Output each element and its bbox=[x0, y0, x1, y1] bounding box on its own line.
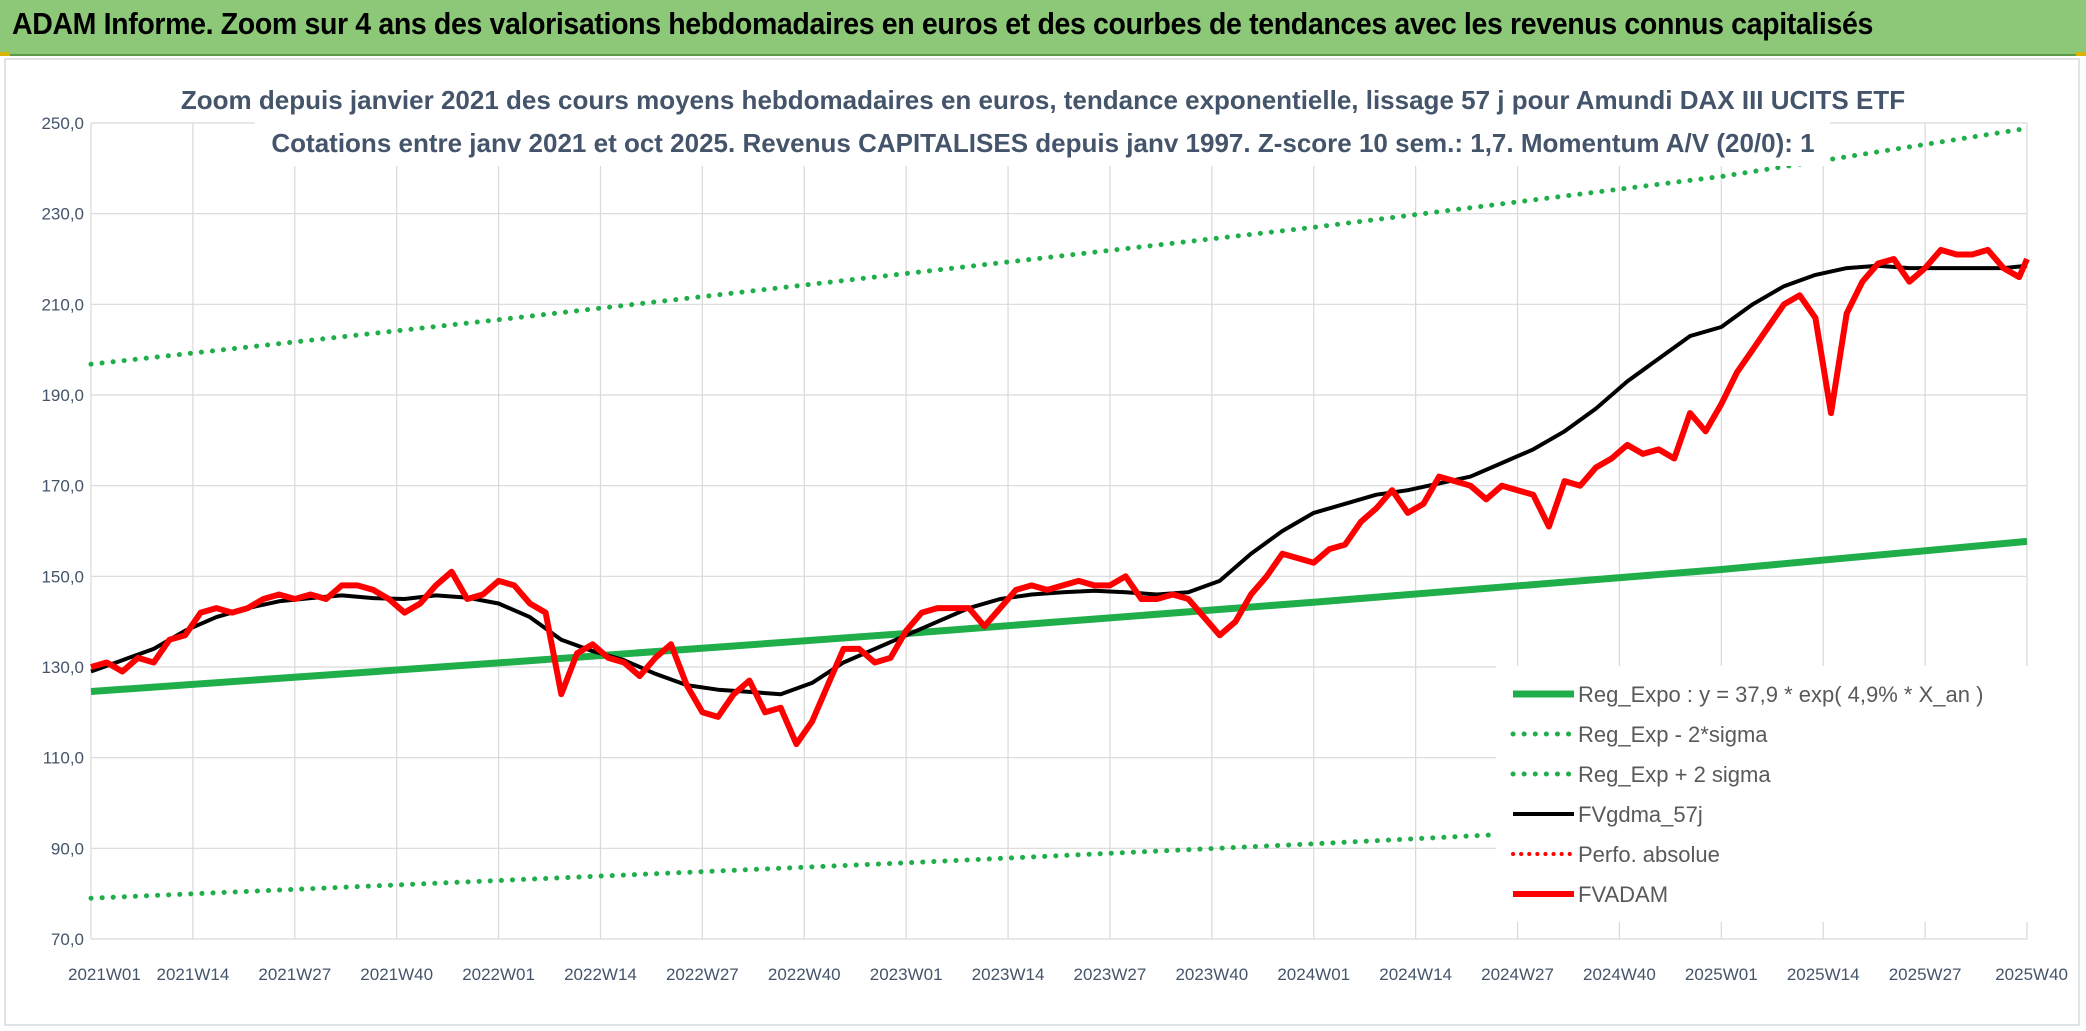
accent-bar-left bbox=[0, 52, 10, 56]
legend-label: Reg_Exp - 2*sigma bbox=[1578, 722, 1768, 747]
y-tick-label: 130,0 bbox=[41, 658, 84, 677]
legend-label: Reg_Exp + 2 sigma bbox=[1578, 762, 1771, 787]
x-tick-label: 2022W27 bbox=[666, 965, 739, 984]
banner-title: ADAM Informe. Zoom sur 4 ans des valoris… bbox=[12, 6, 1873, 41]
legend-background bbox=[1496, 666, 2056, 922]
legend-label: FVADAM bbox=[1578, 882, 1668, 907]
x-tick-label: 2023W01 bbox=[870, 965, 943, 984]
x-tick-label: 2024W27 bbox=[1481, 965, 1554, 984]
chart-subtitle: Cotations entre janv 2021 et oct 2025. R… bbox=[271, 128, 1814, 158]
grid-lines bbox=[90, 122, 2028, 940]
series-reg-exp bbox=[88, 125, 2030, 367]
x-tick-label: 2021W40 bbox=[360, 965, 433, 984]
y-tick-label: 230,0 bbox=[41, 205, 84, 224]
x-tick-label: 2022W14 bbox=[564, 965, 637, 984]
y-tick-label: 110,0 bbox=[43, 749, 84, 768]
x-tick-label: 2021W27 bbox=[258, 965, 331, 984]
x-tick-label: 2023W40 bbox=[1175, 965, 1248, 984]
y-axis-ticks: 250,0 230,0 210,0 190,0 170,0 150,0 130,0 110,0… bbox=[41, 114, 84, 949]
series-fvgdma-57j bbox=[90, 263, 2028, 697]
x-tick-label: 2024W40 bbox=[1583, 965, 1656, 984]
legend-label: Perfo. absolue bbox=[1578, 842, 1720, 867]
x-tick-label: 2025W14 bbox=[1787, 965, 1860, 984]
series-reg-expo bbox=[90, 537, 2028, 695]
accent-bar-right bbox=[2076, 52, 2086, 56]
series-layer bbox=[88, 125, 2030, 901]
x-tick-label: 2021W01 bbox=[68, 965, 141, 984]
y-tick-label: 250,0 bbox=[41, 114, 84, 133]
x-tick-label: 2023W27 bbox=[1074, 965, 1147, 984]
legend-label: FVgdma_57j bbox=[1578, 802, 1703, 827]
chart-title: Zoom depuis janvier 2021 des cours moyen… bbox=[181, 85, 1905, 115]
series-reg-exp bbox=[88, 801, 2030, 901]
x-tick-label: 2024W01 bbox=[1277, 965, 1350, 984]
y-tick-label: 210,0 bbox=[41, 295, 84, 314]
legend-label: Reg_Expo : y = 37,9 * exp( 4,9% * X_an ) bbox=[1578, 682, 1983, 707]
title-background bbox=[255, 84, 1830, 166]
x-tick-label: 2022W40 bbox=[768, 965, 841, 984]
y-tick-label: 170,0 bbox=[41, 477, 84, 496]
report-banner: ADAM Informe. Zoom sur 4 ans des valoris… bbox=[0, 0, 2086, 56]
x-tick-label: 2025W01 bbox=[1685, 965, 1758, 984]
y-tick-label: 190,0 bbox=[41, 386, 84, 405]
y-tick-label: 90,0 bbox=[51, 839, 84, 858]
series-fvadam bbox=[90, 246, 2030, 748]
legend: Reg_Expo : y = 37,9 * exp( 4,9% * X_an )… bbox=[1510, 682, 1983, 907]
x-tick-label: 2025W40 bbox=[1995, 965, 2068, 984]
x-tick-label: 2023W14 bbox=[972, 965, 1045, 984]
y-tick-label: 150,0 bbox=[41, 567, 84, 586]
x-tick-label: 2022W01 bbox=[462, 965, 535, 984]
chart-area-border bbox=[4, 58, 2080, 1026]
x-tick-label: 2021W14 bbox=[157, 965, 230, 984]
x-tick-label: 2024W14 bbox=[1379, 965, 1452, 984]
x-tick-label: 2025W27 bbox=[1889, 965, 1962, 984]
x-axis-ticks: 2021W01 2021W14 2021W27 2021W40 2022W01 2022W… bbox=[68, 965, 2068, 984]
y-tick-label: 70,0 bbox=[51, 930, 84, 949]
